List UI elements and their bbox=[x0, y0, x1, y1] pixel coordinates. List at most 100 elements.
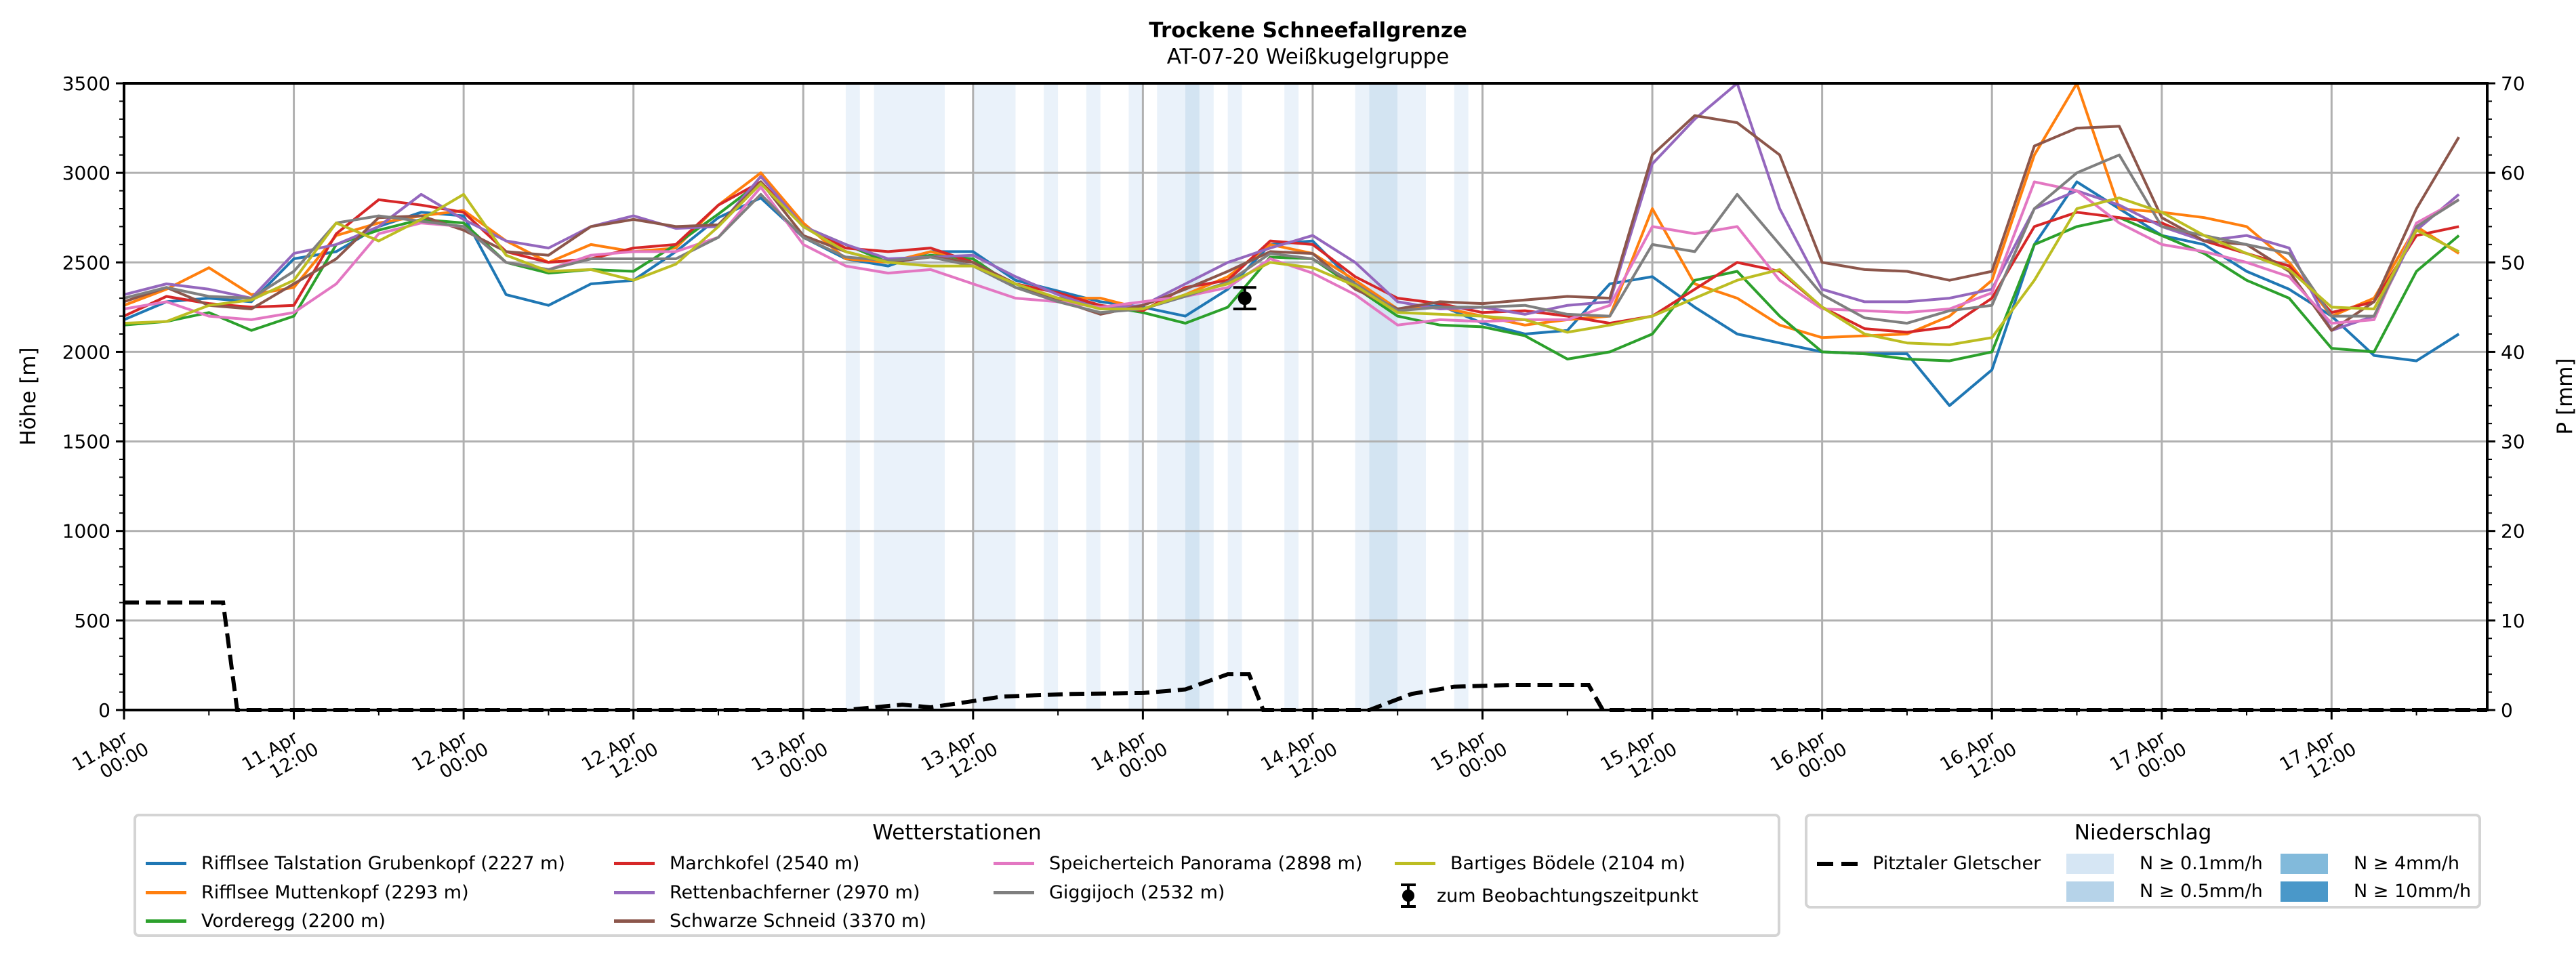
precip-band bbox=[874, 83, 945, 710]
precip-band bbox=[1199, 83, 1214, 710]
legend-label: N ≥ 0.5mm/h bbox=[2140, 881, 2263, 902]
legend-label: Giggijoch (2532 m) bbox=[1049, 882, 1225, 903]
legend-item-station: Schwarze Schneid (3370 m) bbox=[614, 911, 926, 932]
line-swatch-icon bbox=[614, 891, 655, 894]
x-tick-label: 13.Apr00:00 bbox=[748, 721, 832, 793]
y-right-tick-label: 40 bbox=[2501, 341, 2525, 363]
legend-label: Rifflsee Muttenkopf (2293 m) bbox=[201, 882, 469, 903]
y-axis-label-left: Höhe [m] bbox=[16, 347, 41, 445]
line-swatch-icon bbox=[994, 862, 1034, 865]
precip-band bbox=[1284, 83, 1299, 710]
swatch-level-2 bbox=[2066, 881, 2114, 902]
precip-band bbox=[1185, 83, 1200, 710]
y-tick-label: 0 bbox=[98, 699, 110, 722]
legend-item-station: Rifflsee Talstation Grubenkopf (2227 m) bbox=[146, 853, 565, 874]
legend-item-station: Speicherteich Panorama (2898 m) bbox=[994, 853, 1362, 874]
errorbar-point-icon bbox=[1395, 882, 1422, 909]
precip-band bbox=[1086, 83, 1101, 710]
x-tick-label: 16.Apr12:00 bbox=[1937, 721, 2021, 793]
y-right-tick-label: 30 bbox=[2501, 431, 2525, 453]
legend-label: Rifflsee Talstation Grubenkopf (2227 m) bbox=[201, 853, 565, 874]
legend-item-station: Marchkofel (2540 m) bbox=[614, 853, 859, 874]
x-tick-label: 16.Apr00:00 bbox=[1767, 721, 1851, 793]
line-swatch-icon bbox=[1395, 862, 1435, 865]
precip-line-group bbox=[124, 600, 2487, 712]
y-right-tick-label: 0 bbox=[2501, 699, 2513, 722]
y-tick-label: 2500 bbox=[62, 251, 110, 274]
legend-item-station: Vorderegg (2200 m) bbox=[146, 911, 386, 932]
precip-band bbox=[845, 83, 860, 710]
x-tick-label: 17.Apr00:00 bbox=[2106, 721, 2190, 793]
x-tick-label: 13.Apr12:00 bbox=[918, 721, 1002, 793]
legend-label: N ≥ 4mm/h bbox=[2354, 853, 2459, 874]
x-tick-label: 15.Apr12:00 bbox=[1597, 721, 1681, 793]
series-line-9 bbox=[124, 182, 2460, 346]
chart-title: Trockene Schneefallgrenze bbox=[1149, 18, 1467, 43]
y-tick-label: 1500 bbox=[62, 431, 110, 453]
precip-bands bbox=[845, 83, 1469, 710]
legend-item-level-1: N ≥ 0.1mm/h bbox=[2066, 853, 2263, 874]
line-swatch-icon bbox=[146, 862, 186, 865]
y-right-tick-label: 70 bbox=[2501, 72, 2525, 95]
series-line-5 bbox=[124, 83, 2460, 332]
grid-lines bbox=[123, 83, 2487, 710]
y-tick-label: 3000 bbox=[62, 162, 110, 184]
swatch-level-4 bbox=[2281, 881, 2328, 902]
legend-item-observation: zum Beobachtungszeitpunkt bbox=[1395, 882, 1698, 909]
legend-item-level-3: N ≥ 4mm/h bbox=[2281, 853, 2459, 874]
x-tick-label: 14.Apr12:00 bbox=[1257, 721, 1341, 793]
dashed-line-icon bbox=[1817, 861, 1858, 866]
y-right-tick-label: 20 bbox=[2501, 520, 2525, 543]
x-tick-label: 12.Apr12:00 bbox=[578, 721, 662, 793]
legend-label: Speicherteich Panorama (2898 m) bbox=[1049, 853, 1363, 874]
legend-precip-title: Niederschlag bbox=[2074, 820, 2212, 845]
series-line-6 bbox=[124, 114, 2460, 332]
legend-label: zum Beobachtungszeitpunkt bbox=[1437, 885, 1698, 907]
precip-band bbox=[1157, 83, 1186, 710]
x-tick-label: 11.Apr00:00 bbox=[68, 721, 152, 793]
series-line-2 bbox=[124, 83, 2460, 339]
x-tick-label: 11.Apr12:00 bbox=[239, 721, 323, 793]
precip-band bbox=[1369, 83, 1398, 710]
y-right-tick-label: 60 bbox=[2501, 162, 2525, 184]
plot-frame bbox=[123, 82, 2489, 711]
legend-item-station: Rifflsee Muttenkopf (2293 m) bbox=[146, 882, 469, 903]
station-series bbox=[124, 83, 2460, 407]
y-right-tick-label: 50 bbox=[2501, 251, 2525, 274]
legend-stations: Wetterstationen Rifflsee Talstation Grub… bbox=[134, 814, 1780, 937]
legend-stations-title: Wetterstationen bbox=[872, 820, 1042, 845]
legend-item-level-2: N ≥ 0.5mm/h bbox=[2066, 881, 2263, 902]
y-tick-label: 500 bbox=[75, 610, 110, 632]
legend-label: Schwarze Schneid (3370 m) bbox=[670, 911, 926, 932]
observation-marker bbox=[1233, 286, 1256, 310]
line-swatch-icon bbox=[614, 862, 655, 865]
legend-precip: Niederschlag Pitztaler Gletscher N ≥ 0.1… bbox=[1805, 814, 2481, 909]
legend-label: Rettenbachferner (2970 m) bbox=[670, 882, 920, 903]
chart-subtitle: AT-07-20 Weißkugelgruppe bbox=[1167, 45, 1450, 69]
y-tick-label: 3500 bbox=[62, 72, 110, 95]
x-tick-label: 14.Apr00:00 bbox=[1088, 721, 1172, 793]
x-tick-label: 17.Apr12:00 bbox=[2276, 721, 2360, 793]
observation-point bbox=[1238, 291, 1252, 306]
y-axis-label-right: P [mm] bbox=[2553, 358, 2576, 434]
legend-item-station: Bartiges Bödele (2104 m) bbox=[1395, 853, 1685, 874]
legend-label: N ≥ 0.1mm/h bbox=[2140, 853, 2263, 874]
legend-item-precip-line: Pitztaler Gletscher bbox=[1817, 853, 2041, 874]
precip-band bbox=[1355, 83, 1370, 710]
x-tick-label: 12.Apr00:00 bbox=[408, 721, 492, 793]
precip-band bbox=[973, 83, 1016, 710]
legend-item-level-4: N ≥ 10mm/h bbox=[2281, 881, 2471, 902]
swatch-level-1 bbox=[2066, 853, 2114, 874]
swatch-level-3 bbox=[2281, 853, 2328, 874]
legend-label: N ≥ 10mm/h bbox=[2354, 881, 2472, 902]
legend-item-station: Giggijoch (2532 m) bbox=[994, 882, 1225, 903]
legend-label: Bartiges Bödele (2104 m) bbox=[1450, 853, 1685, 874]
x-tick-label: 15.Apr00:00 bbox=[1427, 721, 1511, 793]
precip-band bbox=[1044, 83, 1059, 710]
line-swatch-icon bbox=[146, 919, 186, 923]
legend-label: Vorderegg (2200 m) bbox=[201, 911, 386, 932]
legend-label: Marchkofel (2540 m) bbox=[670, 853, 860, 874]
precip-band bbox=[1128, 83, 1143, 710]
snowfall-line-chart: Trockene Schneefallgrenze AT-07-20 Weißk… bbox=[16, 18, 2576, 793]
line-swatch-icon bbox=[146, 891, 186, 894]
